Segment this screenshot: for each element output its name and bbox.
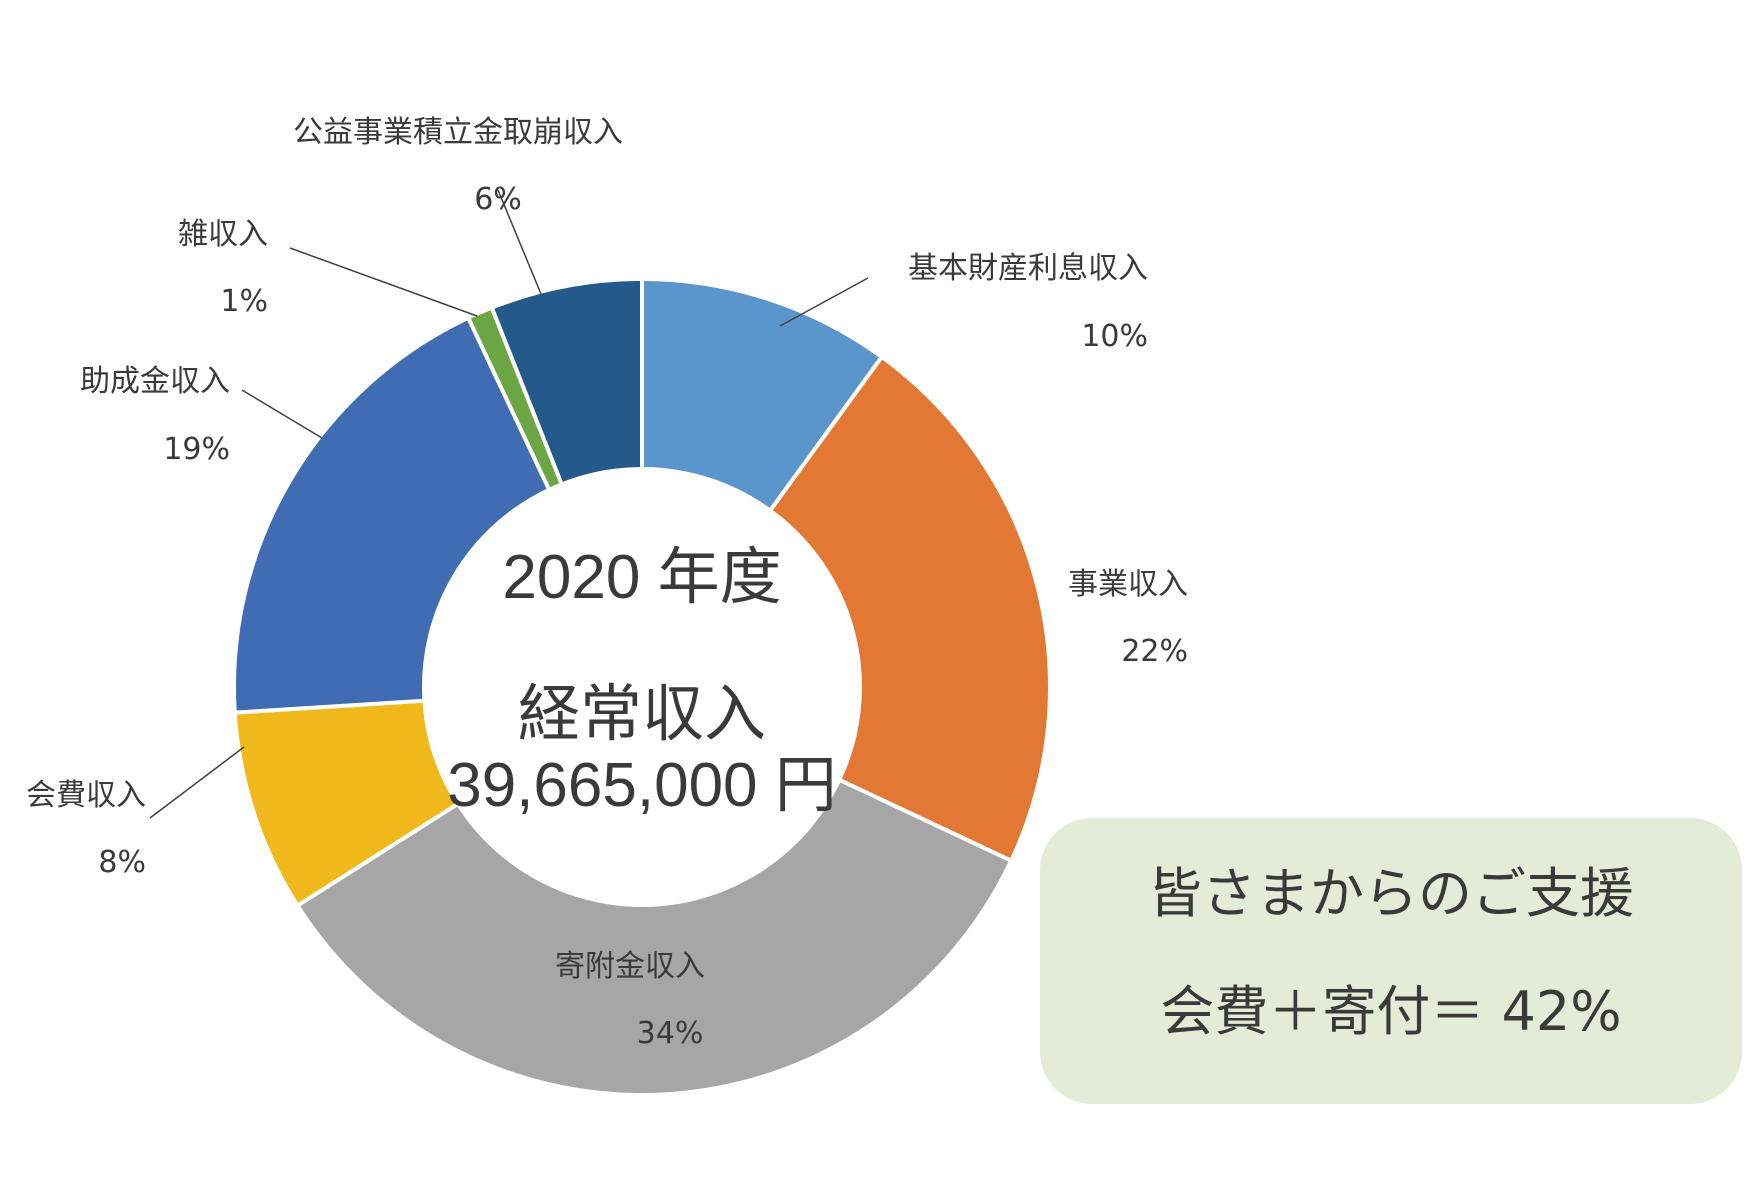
slice-value-4: 19%	[163, 432, 230, 467]
callout-box	[1040, 818, 1742, 1104]
slice-4	[232, 315, 552, 715]
leader-line-0	[779, 277, 869, 327]
slice-value-6: 6%	[474, 182, 522, 217]
slice-value-3: 8%	[98, 845, 146, 880]
slice-label-3: 会費収入	[26, 778, 146, 813]
slice-value-0: 10%	[1081, 319, 1148, 354]
slice-label-6: 公益事業積立金取崩収入	[293, 115, 623, 150]
slice-1	[767, 354, 1052, 864]
center-title: 経常収入	[518, 680, 766, 749]
slice-label-0: 基本財産利息収入	[908, 251, 1148, 286]
slice-label-1: 事業収入	[1068, 567, 1188, 602]
slice-label-5: 雑収入	[178, 217, 268, 252]
leader-lines	[149, 189, 869, 819]
slice-value-2: 34%	[637, 1016, 704, 1051]
slices	[232, 276, 1052, 1097]
slice-label-4: 助成金収入	[80, 364, 230, 399]
leader-line-3	[149, 746, 245, 819]
slice-value-5: 1%	[220, 284, 268, 319]
leader-line-4	[241, 389, 323, 439]
slice-2	[294, 777, 1014, 1097]
slice-labels: 基本財産利息収入 10% 事業収入 22% 寄附金収入 34% 会費収入 8% 助成金収入 19%…	[26, 115, 1188, 1051]
slice-label-2: 寄附金収入	[555, 949, 705, 984]
slice-value-1: 22%	[1121, 634, 1188, 669]
leader-line-6	[497, 189, 542, 295]
leader-line-5	[289, 247, 478, 317]
center-year: 2020 年度	[502, 543, 781, 612]
callout-line2: 会費＋寄付＝ 42%	[1160, 980, 1621, 1043]
callout-line1: 皆さまからのご支援	[1148, 862, 1634, 925]
center-amount: 39,665,000 円	[447, 751, 837, 820]
slice-6	[489, 276, 644, 487]
